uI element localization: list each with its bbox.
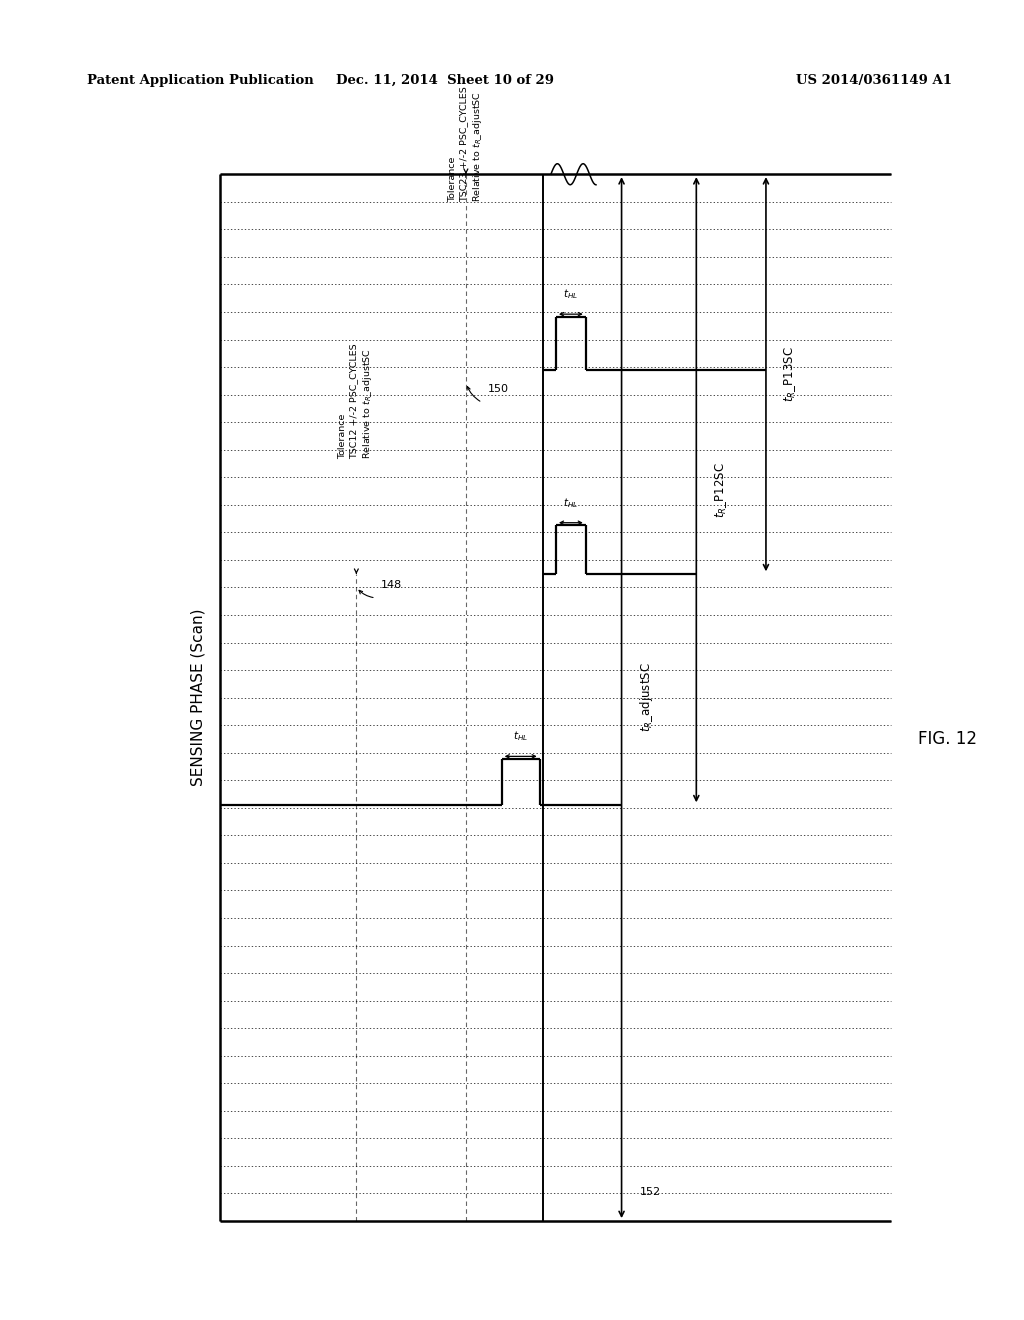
Text: $t_R$_P13SC: $t_R$_P13SC [782, 346, 799, 403]
Text: $t_R$_adjustSC: $t_R$_adjustSC [638, 663, 655, 733]
Text: $t_R$_P12SC: $t_R$_P12SC [713, 462, 729, 517]
Text: $t_{HL}$: $t_{HL}$ [563, 288, 579, 301]
Text: Tolerance
TSC23 +/-2 PSC_CYCLES
Relative to $t_R$_adjustSC: Tolerance TSC23 +/-2 PSC_CYCLES Relative… [449, 86, 483, 202]
Text: 148: 148 [381, 579, 402, 590]
Text: 152: 152 [640, 1187, 662, 1197]
Text: $t_{HL}$: $t_{HL}$ [563, 496, 579, 510]
Text: 150: 150 [487, 384, 509, 395]
Text: FIG. 12: FIG. 12 [918, 730, 977, 748]
Text: SENSING PHASE (Scan): SENSING PHASE (Scan) [190, 609, 205, 787]
Text: $t_{HL}$: $t_{HL}$ [513, 730, 528, 743]
Text: Patent Application Publication: Patent Application Publication [87, 74, 313, 87]
Text: Dec. 11, 2014  Sheet 10 of 29: Dec. 11, 2014 Sheet 10 of 29 [337, 74, 554, 87]
Text: US 2014/0361149 A1: US 2014/0361149 A1 [797, 74, 952, 87]
Text: Tolerance
TSC12 +/-2 PSC_CYCLES
Relative to $t_R$_adjustSC: Tolerance TSC12 +/-2 PSC_CYCLES Relative… [339, 343, 374, 459]
